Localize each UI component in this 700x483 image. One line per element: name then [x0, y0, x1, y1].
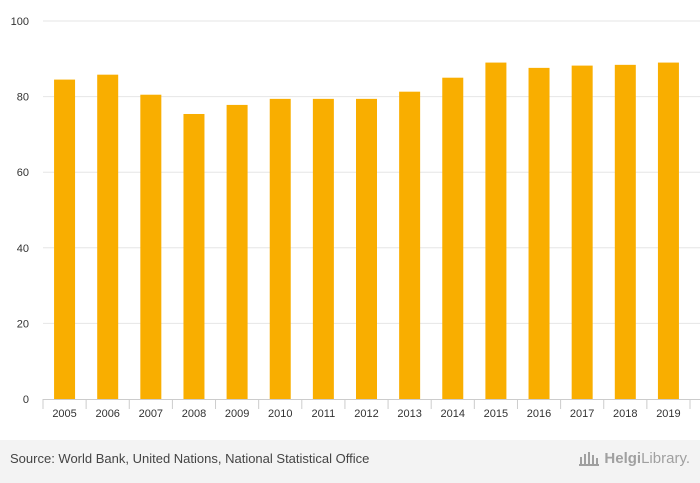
logo-regular-text: Library. [641, 449, 690, 467]
y-tick-label: 40 [17, 243, 29, 255]
bar-2009[interactable] [226, 104, 248, 399]
bars [54, 62, 679, 400]
x-tick-label-2011: 2011 [312, 408, 336, 420]
x-tick-label-2005: 2005 [52, 408, 76, 420]
bar-2012[interactable] [356, 98, 377, 400]
x-tick-label-2009: 2009 [225, 408, 249, 420]
bar-2019[interactable] [657, 62, 679, 400]
x-tick-label-2019: 2019 [656, 408, 680, 420]
x-tick-label-2006: 2006 [95, 408, 119, 420]
tick-labels: 0 20 40 60 80 100 2005 2006 2007 2008 2009 2010 2011… [11, 16, 681, 420]
bar-chart: 0 20 40 60 80 100 2005 2006 2007 2008 2009 2010 2011… [11, 16, 700, 420]
x-tick-label-2014: 2014 [441, 408, 465, 420]
x-tick-label-2012: 2012 [354, 408, 378, 420]
y-tick-label: 80 [17, 92, 29, 104]
bar-2017[interactable] [571, 65, 593, 399]
bar-2007[interactable] [140, 94, 162, 400]
x-tick-label-2008: 2008 [182, 408, 206, 420]
source-text: Source: World Bank, United Nations, Nati… [10, 451, 370, 466]
x-tick-label-2017: 2017 [570, 408, 594, 420]
x-tick-label-2013: 2013 [397, 408, 421, 420]
bar-2008[interactable] [183, 113, 205, 399]
x-tick-label-2016: 2016 [527, 408, 551, 420]
bar-2005[interactable] [54, 79, 76, 399]
x-tick-label-2018: 2018 [613, 408, 637, 420]
helgi-library-logo[interactable]: Helgi Library. [578, 449, 690, 467]
bar-2010[interactable] [269, 98, 291, 400]
x-tick-label-2010: 2010 [268, 408, 292, 420]
y-tick-label: 20 [17, 318, 29, 330]
x-tick-label-2015: 2015 [484, 408, 508, 420]
y-tick-label: 60 [17, 167, 29, 179]
bar-2011[interactable] [312, 98, 334, 400]
bar-2006[interactable] [97, 74, 119, 400]
bar-2013[interactable] [399, 91, 421, 399]
footer: Source: World Bank, United Nations, Nati… [0, 440, 700, 483]
bar-2015[interactable] [485, 62, 507, 400]
x-tick-label-2007: 2007 [139, 408, 163, 420]
bar-2018[interactable] [614, 64, 636, 400]
y-tick-label: 0 [23, 394, 29, 406]
library-building-icon [579, 452, 600, 466]
y-tick-label: 100 [11, 16, 29, 28]
bar-2016[interactable] [528, 67, 550, 399]
bar-2014[interactable] [442, 77, 464, 399]
x-axis [42, 399, 700, 409]
logo-bold-text: Helgi [604, 449, 642, 467]
